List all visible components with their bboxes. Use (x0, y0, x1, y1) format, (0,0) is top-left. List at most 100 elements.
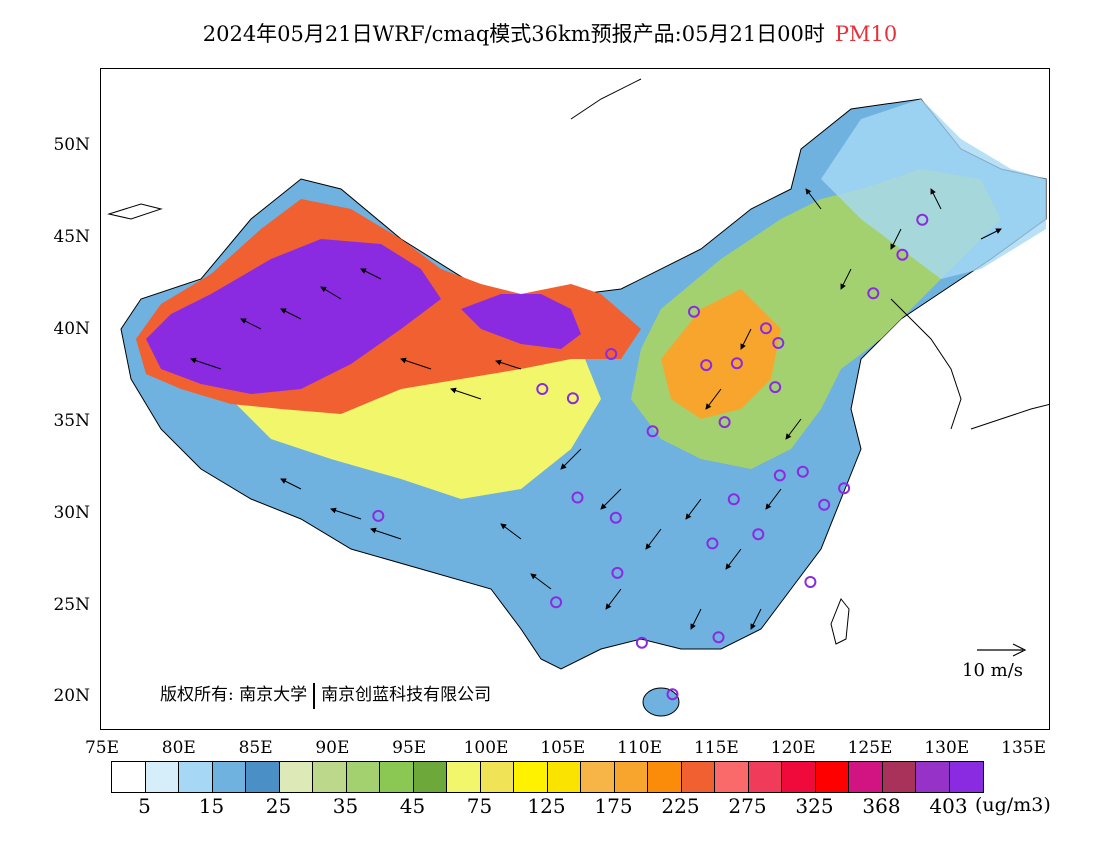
lat-tick-label: 45N (53, 227, 90, 247)
city-station-marker (804, 576, 817, 588)
japan-coast (970, 403, 1049, 430)
legend-color-cell (815, 762, 849, 792)
wind-vectors (190, 188, 1002, 630)
city-station-marker (818, 498, 831, 511)
legend-color-cell (681, 762, 715, 792)
city-station-marker (605, 348, 618, 360)
copyright-separator (313, 682, 316, 709)
hainan-island (642, 687, 680, 717)
city-station-marker (550, 596, 563, 609)
lon-tick-label: 75E (84, 738, 120, 758)
legend-tick-label: 325 (795, 794, 834, 818)
city-station-marker (730, 357, 743, 370)
legend-color-cell (581, 762, 615, 792)
legend-color-cell (447, 762, 481, 792)
city-station-marker (646, 425, 659, 438)
legend-tick-label: 125 (527, 794, 566, 818)
legend-color-cell (949, 762, 983, 792)
tarim-purple-region (146, 239, 441, 394)
north-china-orange-region (661, 289, 781, 419)
legend-tick-label: 175 (594, 794, 633, 818)
wind-reference-label: 10 m/s (962, 660, 1023, 681)
city-station-marker (769, 381, 782, 394)
lon-tick-label: 125E (847, 738, 893, 758)
city-station-marker (566, 392, 579, 405)
legend-color-cell (782, 762, 816, 792)
legend-color-cell (413, 762, 447, 792)
city-station-marker (712, 631, 725, 644)
legend-tick-label: 15 (198, 794, 225, 818)
city-station-marker (609, 511, 622, 524)
map-frame (100, 68, 1050, 730)
wind-reference-arrow (977, 643, 1027, 657)
lon-tick-label: 105E (540, 738, 586, 758)
legend-color-cell (179, 762, 213, 792)
lat-tick-label: 40N (53, 319, 90, 339)
city-station-marker (611, 566, 624, 579)
title-variable: PM10 (834, 22, 898, 46)
legend-color-cell (246, 762, 280, 792)
baikal-line (570, 78, 642, 120)
lat-tick-label: 50N (53, 135, 90, 155)
city-station-marker (571, 491, 584, 504)
title-main: 2024年05月21日WRF/cmaq模式36km预报产品:05月21日00时 (202, 22, 825, 46)
legend-colorbar (111, 761, 984, 793)
legend-unit: (ug/m3) (975, 794, 1051, 816)
city-station-marker (318, 250, 331, 263)
lon-tick-label: 120E (770, 738, 816, 758)
lat-tick-label: 30N (53, 503, 90, 523)
legend-tick-label: 25 (265, 794, 292, 818)
city-station-marker (867, 287, 880, 300)
legend-color-cell (547, 762, 581, 792)
chart-title: 2024年05月21日WRF/cmaq模式36km预报产品:05月21日00时 P… (0, 18, 1100, 48)
legend-tick-label: 75 (466, 794, 493, 818)
legend-tick-label: 45 (399, 794, 426, 818)
legend-tick-label: 403 (929, 794, 968, 818)
station-markers (318, 213, 929, 701)
legend-color-cell (480, 762, 514, 792)
city-station-marker (635, 636, 648, 649)
city-station-marker (700, 359, 713, 372)
legend-tick-label: 5 (138, 794, 151, 818)
legend-color-cell (380, 762, 414, 792)
city-station-marker (706, 537, 719, 550)
city-station-marker (916, 213, 929, 226)
copyright-part2: 南京创蓝科技有限公司 (321, 685, 492, 705)
pm10-map (107, 78, 1049, 717)
lon-tick-label: 80E (161, 738, 196, 758)
legend-tick-label: 368 (862, 794, 901, 818)
city-station-marker (727, 493, 740, 506)
city-station-marker (896, 248, 909, 261)
legend-tick-label: 35 (332, 794, 359, 818)
legend-color-cell (313, 762, 347, 792)
city-station-marker (760, 322, 772, 335)
lat-tick-label: 25N (53, 595, 90, 615)
copyright-part1: 版权所有: 南京大学 (160, 685, 308, 705)
lon-tick-label: 95E (392, 738, 427, 758)
lon-tick-label: 115E (693, 738, 739, 758)
city-station-marker (772, 337, 785, 349)
copyright-text: 版权所有: 南京大学 南京创蓝科技有限公司 (160, 680, 491, 709)
city-station-marker (536, 383, 549, 395)
city-station-marker (838, 482, 851, 495)
legend-color-cell (346, 762, 380, 792)
city-station-marker (372, 509, 385, 522)
lon-tick-label: 85E (238, 738, 273, 758)
legend-color-cell (145, 762, 179, 792)
city-station-marker (718, 416, 731, 429)
legend-color-cell (748, 762, 782, 792)
legend-color-cell (715, 762, 749, 792)
kazakh-lake (107, 203, 163, 220)
city-station-marker (666, 688, 679, 701)
lon-tick-label: 130E (924, 738, 970, 758)
legend-color-cell (212, 762, 246, 792)
lon-tick-label: 135E (1001, 738, 1047, 758)
legend-color-cell (514, 762, 548, 792)
city-station-marker (796, 465, 809, 478)
legend-color-cell (614, 762, 648, 792)
city-station-marker (773, 469, 786, 482)
legend-color-cell (849, 762, 883, 792)
legend-color-cell (882, 762, 916, 792)
gobi-purple-region (461, 294, 581, 349)
legend-tick-label: 275 (728, 794, 767, 818)
